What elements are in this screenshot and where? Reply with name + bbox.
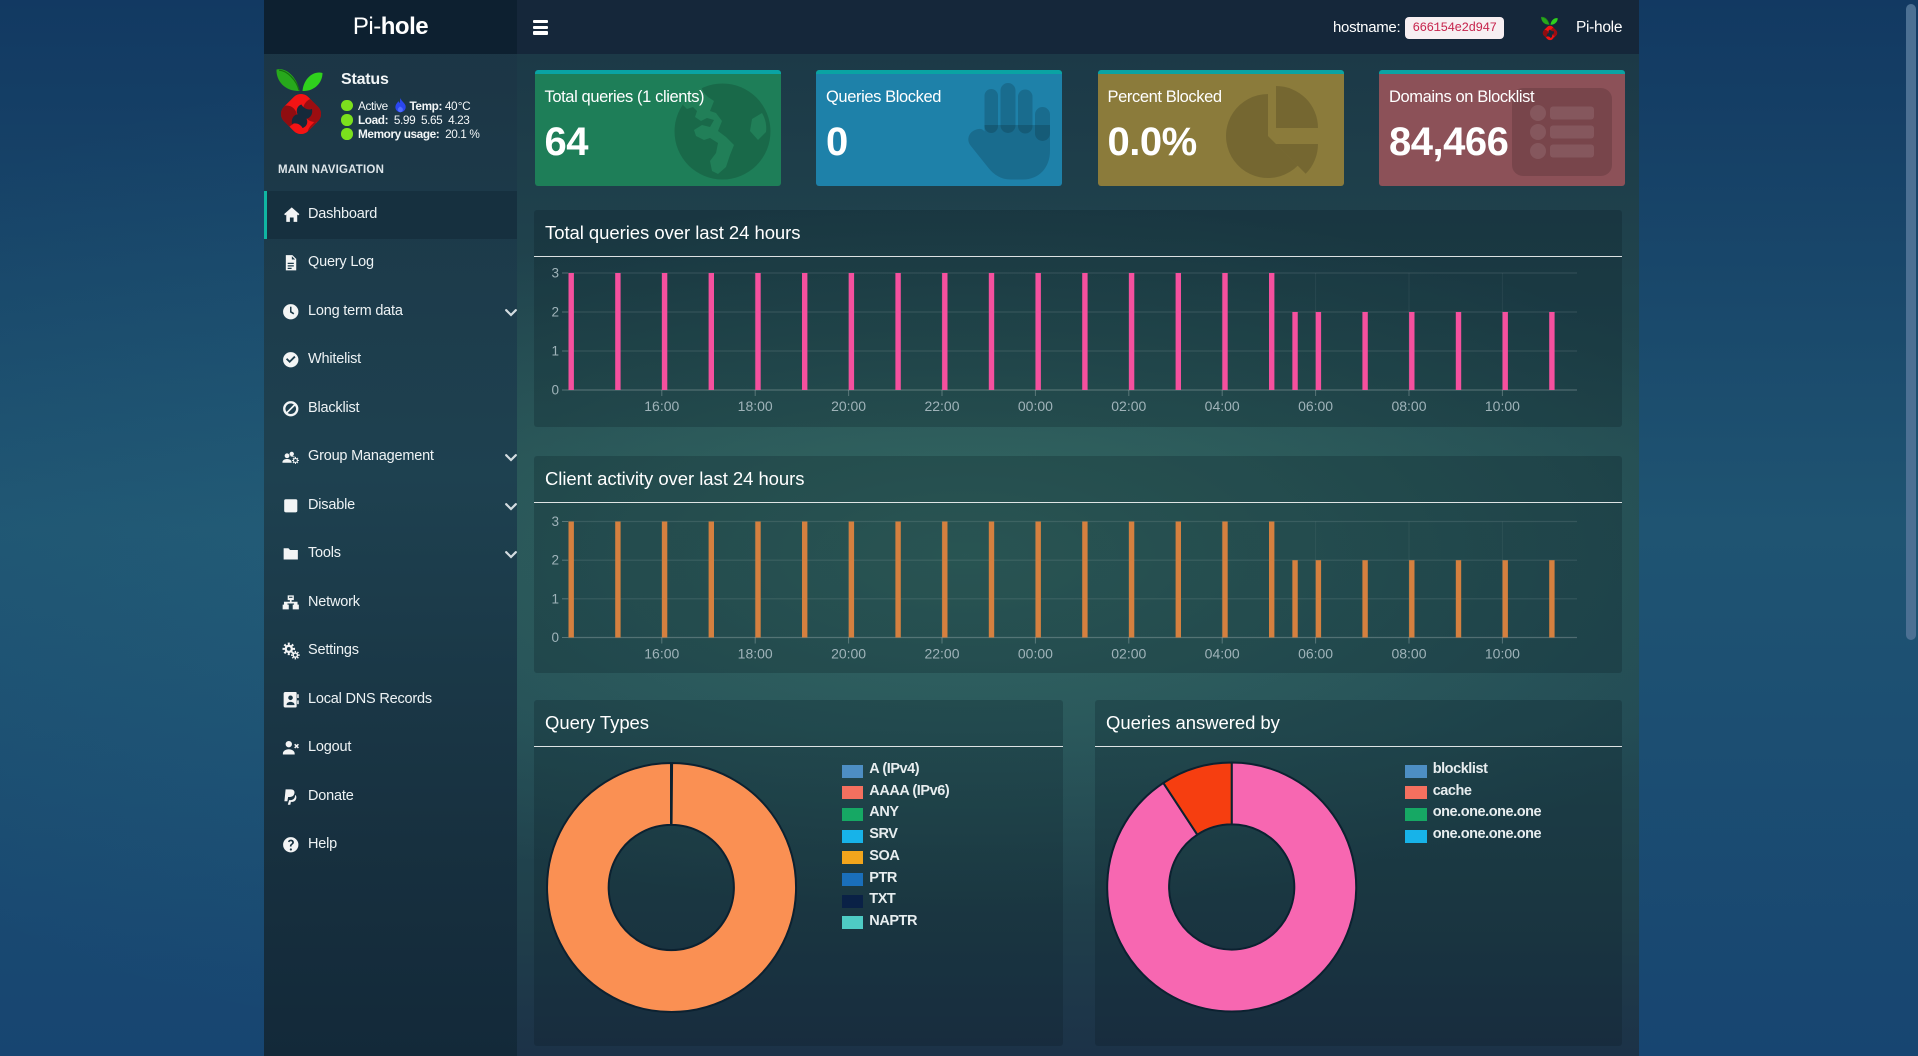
svg-text:00:00: 00:00	[1018, 646, 1053, 662]
svg-text:1: 1	[551, 591, 559, 606]
svg-text:00:00: 00:00	[1018, 398, 1053, 414]
svg-text:3: 3	[551, 514, 559, 529]
svg-text:20:00: 20:00	[831, 646, 866, 662]
svg-text:06:00: 06:00	[1298, 646, 1333, 662]
svg-text:20:00: 20:00	[831, 398, 866, 414]
svg-text:22:00: 22:00	[924, 398, 959, 414]
svg-text:04:00: 04:00	[1205, 398, 1240, 414]
svg-text:1: 1	[551, 344, 559, 359]
svg-text:08:00: 08:00	[1391, 398, 1426, 414]
svg-text:02:00: 02:00	[1111, 398, 1146, 414]
svg-text:22:00: 22:00	[924, 646, 959, 662]
svg-text:18:00: 18:00	[738, 398, 773, 414]
svg-text:18:00: 18:00	[738, 646, 773, 662]
svg-text:02:00: 02:00	[1111, 646, 1146, 662]
svg-text:06:00: 06:00	[1298, 398, 1333, 414]
svg-text:10:00: 10:00	[1485, 398, 1520, 414]
svg-text:16:00: 16:00	[644, 646, 679, 662]
svg-text:10:00: 10:00	[1485, 646, 1520, 662]
svg-text:0: 0	[551, 383, 559, 398]
svg-text:16:00: 16:00	[644, 398, 679, 414]
svg-text:3: 3	[551, 266, 559, 281]
svg-text:2: 2	[551, 553, 559, 568]
svg-text:04:00: 04:00	[1205, 646, 1240, 662]
svg-text:2: 2	[551, 305, 559, 320]
svg-text:0: 0	[551, 630, 559, 645]
svg-text:08:00: 08:00	[1391, 646, 1426, 662]
